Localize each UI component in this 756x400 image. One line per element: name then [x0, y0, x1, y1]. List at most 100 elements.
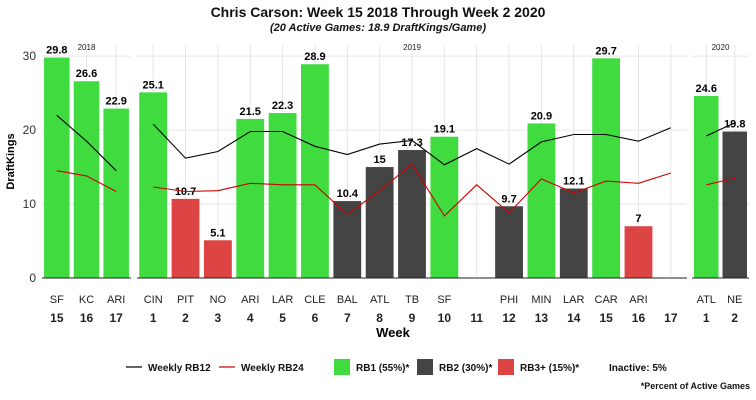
x-tick-week: 7 — [344, 311, 351, 325]
x-tick-week: 13 — [535, 311, 549, 325]
bar — [592, 58, 621, 278]
data-label: 25.1 — [142, 79, 163, 91]
x-tick-opponent: LAR — [272, 294, 293, 306]
x-tick-opponent: PHI — [500, 294, 518, 306]
x-tick-week: 2 — [731, 311, 738, 325]
bar — [722, 131, 748, 278]
rb12-line — [56, 114, 117, 172]
bar — [624, 226, 653, 278]
data-label: 10.4 — [337, 188, 359, 200]
bar — [203, 240, 232, 278]
chart-title: Chris Carson: Week 15 2018 Through Week … — [210, 4, 546, 20]
legend-rb3-label: RB3+ (15%)* — [520, 363, 579, 374]
data-label: 5.1 — [210, 227, 225, 239]
data-label: 29.8 — [46, 45, 67, 57]
rb24-line — [153, 163, 671, 217]
rb12-line — [152, 123, 672, 166]
x-tick-opponent: PIT — [177, 294, 194, 306]
x-tick-week: 5 — [279, 311, 286, 325]
legend-rb1-label: RB1 (55%)* — [356, 363, 409, 374]
y-tick-label: 30 — [23, 49, 37, 63]
data-label: 22.9 — [105, 96, 126, 108]
x-tick-week: 1 — [703, 311, 710, 325]
x-tick-opponent: MIN — [531, 294, 551, 306]
rb24-line — [56, 170, 117, 192]
bar — [495, 206, 523, 278]
x-tick-week: 15 — [50, 311, 64, 325]
panel-label: 2018 — [78, 43, 96, 52]
bar — [236, 118, 265, 278]
x-tick-week: 16 — [80, 311, 94, 325]
data-label: 28.9 — [304, 51, 325, 63]
x-tick-opponent: TB — [405, 294, 419, 306]
data-label: 26.6 — [76, 68, 97, 80]
bar — [398, 150, 426, 278]
x-axis-label: Week — [376, 325, 410, 340]
x-tick-week: 3 — [215, 311, 222, 325]
data-label: 22.3 — [272, 100, 293, 112]
data-label: 7 — [635, 213, 641, 225]
x-tick-week: 6 — [312, 311, 319, 325]
y-tick-label: 0 — [29, 271, 36, 285]
x-tick-opponent: ATL — [370, 294, 389, 306]
legend-rb12-label: Weekly RB12 — [148, 363, 211, 374]
x-tick-week: 9 — [409, 311, 416, 325]
rb12-line — [706, 122, 736, 137]
bar — [103, 108, 129, 278]
legend-inactive-label: Inactive: 5% — [609, 363, 667, 374]
y-tick-label: 10 — [23, 197, 37, 211]
bar — [333, 201, 362, 278]
x-tick-week: 15 — [599, 311, 613, 325]
bar — [301, 64, 329, 278]
x-tick-opponent: SF — [437, 294, 451, 306]
bar — [693, 96, 719, 279]
data-label: 29.7 — [595, 45, 616, 57]
legend-rb24-label: Weekly RB24 — [241, 363, 304, 374]
x-tick-opponent: BAL — [337, 294, 358, 306]
x-tick-week: 17 — [664, 311, 678, 325]
x-tick-week: 14 — [567, 311, 581, 325]
bar — [73, 81, 100, 278]
data-label: 15 — [374, 154, 386, 166]
data-label: 19.1 — [434, 124, 455, 136]
rb24-line — [706, 177, 735, 186]
bar — [44, 57, 70, 279]
x-tick-opponent: SF — [50, 294, 64, 306]
x-tick-opponent: ATL — [697, 294, 716, 306]
bar — [365, 167, 394, 278]
x-tick-week: 12 — [502, 311, 516, 325]
legend-rb1-swatch — [334, 359, 350, 375]
chart-subtitle: (20 Active Games: 18.9 DraftKings/Game) — [269, 22, 486, 34]
x-tick-week: 2 — [182, 311, 189, 325]
bar — [559, 188, 588, 278]
data-label: 17.3 — [401, 137, 422, 149]
data-label: 19.8 — [724, 119, 745, 131]
x-tick-opponent: KC — [79, 294, 94, 306]
x-tick-opponent: CAR — [595, 294, 618, 306]
data-label: 20.9 — [531, 110, 552, 122]
x-tick-week: 10 — [438, 311, 452, 325]
y-axis-label: DraftKings — [5, 133, 17, 189]
bar — [268, 113, 297, 278]
bar — [171, 198, 200, 278]
legend-rb2-swatch — [417, 359, 433, 375]
panel-2020: 2020 24.6 19.8 ATL 1 NE 2 — [692, 43, 749, 325]
legend-rb2-label: RB2 (30%)* — [439, 363, 492, 374]
x-tick-opponent: ARI — [107, 294, 125, 306]
bar — [527, 123, 556, 279]
x-tick-opponent: NO — [210, 294, 227, 306]
x-tick-week: 1 — [150, 311, 157, 325]
data-label: 21.5 — [240, 106, 261, 118]
legend-rb3-swatch — [498, 359, 514, 375]
x-tick-week: 17 — [109, 311, 123, 325]
x-tick-opponent: CLE — [304, 294, 325, 306]
x-tick-opponent: CIN — [144, 294, 163, 306]
x-tick-opponent: LAR — [563, 294, 584, 306]
x-tick-week: 8 — [376, 311, 383, 325]
y-tick-label: 20 — [23, 123, 37, 137]
x-tick-week: 11 — [470, 311, 483, 325]
data-label: 12.1 — [563, 175, 584, 187]
x-tick-opponent: ARI — [629, 294, 647, 306]
